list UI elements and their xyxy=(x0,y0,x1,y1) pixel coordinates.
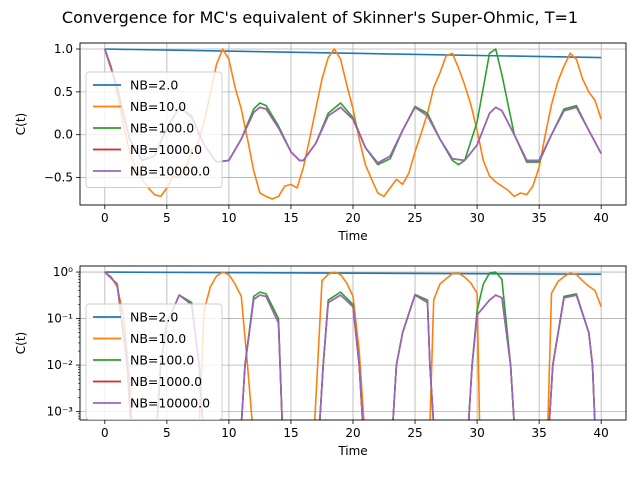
x-tick-label: 15 xyxy=(283,211,298,225)
x-tick-label: 35 xyxy=(531,426,546,440)
x-tick-label: 10 xyxy=(221,426,236,440)
x-tick-label: 40 xyxy=(594,211,609,225)
x-tick-label: 5 xyxy=(163,426,171,440)
legend-frame xyxy=(85,303,223,420)
legend-entry: NB=1000.0 xyxy=(130,374,202,389)
x-tick-label: 5 xyxy=(163,211,171,225)
legend: NB=2.0 NB=10.0 NB=100.0 NB=1000.0 NB=10000.0 xyxy=(85,303,223,420)
series-line-1 xyxy=(104,48,602,59)
legend-entry: NB=10.0 xyxy=(130,331,186,346)
x-tick-label: 20 xyxy=(345,211,360,225)
plot-panel-2: 0 5 10 15 20 25 30 35 40 10⁰ 10⁻¹ 10⁻² 10⁻³ Time C(t) N… xyxy=(14,265,627,458)
x-axis-label: Time xyxy=(337,229,367,243)
legend-entry: NB=100.0 xyxy=(130,121,194,136)
legend: NB=2.0 NB=10.0 NB=100.0 NB=1000.0 NB=10000.0 xyxy=(85,71,223,188)
y-tick-label: 10⁰ xyxy=(53,265,73,279)
series-line-1 xyxy=(104,271,602,276)
legend-frame xyxy=(85,71,223,188)
x-tick-label: 30 xyxy=(469,211,484,225)
x-tick-label: 15 xyxy=(283,426,298,440)
y-tick-label: −0.5 xyxy=(44,171,73,185)
x-tick-label: 0 xyxy=(101,211,109,225)
legend-entry: NB=10000.0 xyxy=(130,164,210,179)
y-tick-label: 1.0 xyxy=(54,42,73,56)
x-tick-label: 30 xyxy=(469,426,484,440)
x-tick-label: 10 xyxy=(221,211,236,225)
series-group xyxy=(104,271,602,420)
y-tick-label: 0.5 xyxy=(54,85,73,99)
legend-entry: NB=2.0 xyxy=(130,310,178,325)
y-axis-label: C(t) xyxy=(14,332,28,354)
x-tick-label: 20 xyxy=(345,426,360,440)
x-tick-label: 0 xyxy=(101,426,109,440)
x-axis-label: Time xyxy=(337,444,367,458)
x-tick-label: 35 xyxy=(531,211,546,225)
legend-entry: NB=2.0 xyxy=(130,78,178,93)
y-tick-label: 10⁻¹ xyxy=(47,312,74,326)
series-line-2 xyxy=(104,271,602,420)
x-tick-label: 25 xyxy=(407,211,422,225)
y-tick-label: 10⁻³ xyxy=(47,405,74,419)
x-tick-label: 40 xyxy=(594,426,609,440)
plot-panel-1: 0 5 10 15 20 25 30 35 40 1.0 0.5 0.0 −0.5 Time C(t) NB=… xyxy=(14,42,627,243)
legend-entry: NB=10000.0 xyxy=(130,396,210,411)
x-tick-label: 25 xyxy=(407,426,422,440)
y-axis-label: C(t) xyxy=(14,113,28,135)
legend-entry: NB=10.0 xyxy=(130,99,186,114)
y-tick-label: 0.0 xyxy=(54,128,73,142)
y-tick-label: 10⁻² xyxy=(47,358,74,372)
series-line-5 xyxy=(104,271,596,420)
legend-entry: NB=100.0 xyxy=(130,353,194,368)
figure-title: Convergence for MC's equivalent of Skinn… xyxy=(61,8,579,27)
legend-entry: NB=1000.0 xyxy=(130,142,202,157)
